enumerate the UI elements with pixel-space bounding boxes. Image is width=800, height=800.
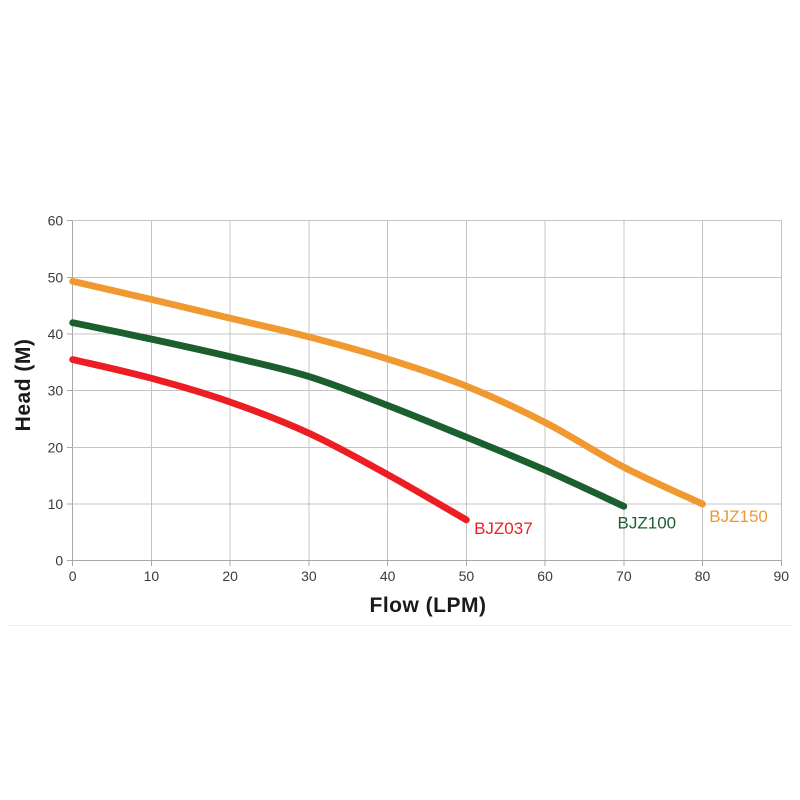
y-axis-title: Head (M) [12, 338, 35, 432]
image-bottom-edge [8, 625, 792, 626]
y-tick-label: 50 [48, 269, 64, 285]
x-tick-label: 80 [695, 568, 711, 584]
x-tick-label: 10 [144, 568, 160, 584]
x-tick-label: 0 [69, 568, 77, 584]
y-tick-label: 30 [48, 383, 64, 399]
series-label-BJZ037: BJZ037 [474, 519, 533, 538]
y-tick-label: 10 [48, 496, 64, 512]
series-label-BJZ150: BJZ150 [709, 507, 768, 526]
x-tick-label: 50 [459, 568, 475, 584]
y-tick-label: 60 [48, 213, 64, 229]
series-curve-BJZ100 [69, 319, 628, 510]
series-label-BJZ100: BJZ100 [618, 513, 677, 532]
x-tick-label: 70 [616, 568, 632, 584]
x-tick-label: 30 [301, 568, 317, 584]
x-tick-label: 60 [537, 568, 553, 584]
y-tick-label: 0 [55, 553, 63, 569]
series-curve-BJZ150 [69, 277, 706, 508]
x-tick-label: 40 [380, 568, 396, 584]
x-axis-title: Flow (LPM) [369, 594, 487, 617]
x-tick-label: 90 [774, 568, 790, 584]
y-tick-label: 40 [48, 326, 64, 342]
x-tick-label: 20 [222, 568, 238, 584]
y-tick-label: 20 [48, 439, 64, 455]
series-curve-BJZ037 [69, 356, 470, 524]
